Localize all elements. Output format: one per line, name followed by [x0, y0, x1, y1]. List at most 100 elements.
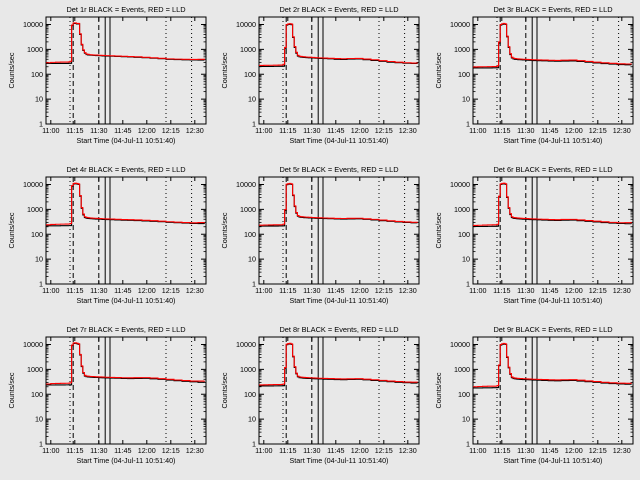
y-axis-label: Counts/sec — [220, 212, 229, 248]
x-tick-label: 12:30 — [399, 446, 417, 455]
x-tick-label: 11:45 — [114, 286, 131, 295]
x-tick-label: 12:30 — [186, 446, 204, 455]
chart-panel-4: 1 10 100 1000 10000 11:00 11:15 11:30 11:45 12:00… — [0, 160, 213, 320]
x-tick-label: 11:30 — [90, 286, 107, 295]
y-tick-label: 100 — [458, 70, 470, 79]
x-tick-label: 11:45 — [327, 286, 344, 295]
x-tick-label: 11:00 — [255, 126, 272, 135]
y-tick-label: 10000 — [450, 20, 470, 29]
panel-title: Det 6r BLACK = Events, RED = LLD — [493, 165, 612, 174]
plot-frame — [258, 176, 420, 285]
x-tick-label: 12:15 — [588, 126, 606, 135]
y-tick-label: 10000 — [23, 20, 43, 29]
panel-title: Det 3r BLACK = Events, RED = LLD — [493, 5, 612, 14]
plot-frame — [258, 16, 420, 125]
x-tick-label: 11:15 — [279, 286, 296, 295]
plot-frame — [472, 176, 634, 285]
x-tick-label: 11:45 — [541, 126, 558, 135]
chart-panel-2: 1 10 100 1000 10000 11:00 11:15 11:30 11:45 12:00… — [213, 0, 426, 160]
y-tick-label: 1 — [252, 280, 256, 289]
y-axis-label: Counts/sec — [7, 212, 16, 248]
chart-panel-5: 1 10 100 1000 10000 11:00 11:15 11:30 11:45 12:00… — [213, 160, 426, 320]
y-tick-label: 10 — [35, 415, 43, 424]
panel-title: Det 5r BLACK = Events, RED = LLD — [280, 165, 399, 174]
y-tick-label: 1000 — [27, 205, 43, 214]
y-tick-label: 10 — [35, 95, 43, 104]
y-axis-label: Counts/sec — [434, 372, 443, 408]
y-tick-label: 1000 — [240, 45, 256, 54]
x-axis-label: Start Time (04-Jul-11 10:51:40) — [503, 136, 602, 145]
plot-frame — [45, 176, 207, 285]
x-tick-label: 11:15 — [279, 126, 296, 135]
x-tick-label: 11:00 — [469, 446, 486, 455]
y-tick-label: 1 — [466, 280, 470, 289]
x-tick-label: 11:45 — [327, 446, 344, 455]
x-tick-label: 11:15 — [66, 126, 83, 135]
x-tick-label: 11:15 — [66, 446, 83, 455]
x-tick-label: 12:30 — [612, 446, 630, 455]
x-tick-label: 11:30 — [90, 446, 107, 455]
x-tick-label: 11:15 — [279, 446, 296, 455]
chart-panel-1: 1 10 100 1000 10000 11:00 11:15 11:30 11:45 12:00… — [0, 0, 213, 160]
x-tick-label: 12:00 — [138, 126, 156, 135]
y-axis-label: Counts/sec — [7, 52, 16, 88]
chart-panel-9: 1 10 100 1000 10000 11:00 11:15 11:30 11:45 12:00… — [427, 320, 640, 480]
y-tick-label: 100 — [458, 230, 470, 239]
x-tick-label: 11:15 — [493, 446, 510, 455]
y-tick-label: 1000 — [27, 365, 43, 374]
y-tick-label: 10000 — [236, 20, 256, 29]
x-tick-label: 12:30 — [612, 126, 630, 135]
y-tick-label: 10 — [462, 415, 470, 424]
x-tick-label: 12:15 — [375, 286, 393, 295]
y-axis-label: Counts/sec — [7, 372, 16, 408]
y-tick-label: 100 — [244, 390, 256, 399]
y-axis-label: Counts/sec — [434, 212, 443, 248]
y-tick-label: 10000 — [450, 340, 470, 349]
x-tick-label: 11:00 — [469, 126, 486, 135]
x-tick-label: 11:15 — [493, 126, 510, 135]
x-tick-label: 11:00 — [255, 286, 272, 295]
series-line-lld — [46, 182, 205, 226]
panel-title: Det 1r BLACK = Events, RED = LLD — [66, 5, 185, 14]
series-line-lld — [46, 342, 205, 385]
panel-title: Det 7r BLACK = Events, RED = LLD — [66, 325, 185, 334]
x-tick-label: 12:30 — [186, 286, 204, 295]
y-axis-label: Counts/sec — [220, 372, 229, 408]
y-tick-label: 100 — [458, 390, 470, 399]
x-tick-label: 12:15 — [588, 446, 606, 455]
y-tick-label: 100 — [31, 390, 43, 399]
x-tick-label: 12:30 — [399, 126, 417, 135]
x-tick-label: 11:30 — [303, 446, 320, 455]
y-tick-label: 1 — [466, 120, 470, 129]
x-tick-label: 11:00 — [255, 446, 272, 455]
series-line-lld — [472, 22, 632, 68]
x-tick-label: 12:00 — [138, 286, 156, 295]
plot-frame — [258, 336, 420, 445]
y-tick-label: 100 — [244, 70, 256, 79]
plot-frame — [45, 336, 207, 445]
x-axis-label: Start Time (04-Jul-11 10:51:40) — [77, 296, 176, 305]
x-tick-label: 12:00 — [564, 286, 582, 295]
y-tick-label: 10000 — [236, 180, 256, 189]
x-axis-label: Start Time (04-Jul-11 10:51:40) — [77, 136, 176, 145]
x-tick-label: 11:30 — [303, 126, 320, 135]
x-tick-label: 12:15 — [375, 126, 393, 135]
x-tick-label: 11:30 — [517, 286, 534, 295]
x-axis-label: Start Time (04-Jul-11 10:51:40) — [503, 456, 602, 465]
plot-frame — [45, 16, 207, 125]
y-tick-label: 1 — [39, 440, 43, 449]
x-tick-label: 11:30 — [517, 126, 534, 135]
y-tick-label: 10000 — [23, 180, 43, 189]
x-tick-label: 11:30 — [90, 126, 107, 135]
series-line-lld — [472, 342, 632, 388]
y-tick-label: 1 — [252, 120, 256, 129]
series-line-lld — [472, 182, 632, 226]
panel-title: Det 2r BLACK = Events, RED = LLD — [280, 5, 399, 14]
series-line-events — [259, 343, 419, 387]
x-axis-label: Start Time (04-Jul-11 10:51:40) — [290, 296, 389, 305]
x-tick-label: 12:15 — [162, 126, 180, 135]
series-line-lld — [259, 23, 419, 67]
chart-panel-7: 1 10 100 1000 10000 11:00 11:15 11:30 11:45 12:00… — [0, 320, 213, 480]
x-tick-label: 11:00 — [42, 126, 59, 135]
